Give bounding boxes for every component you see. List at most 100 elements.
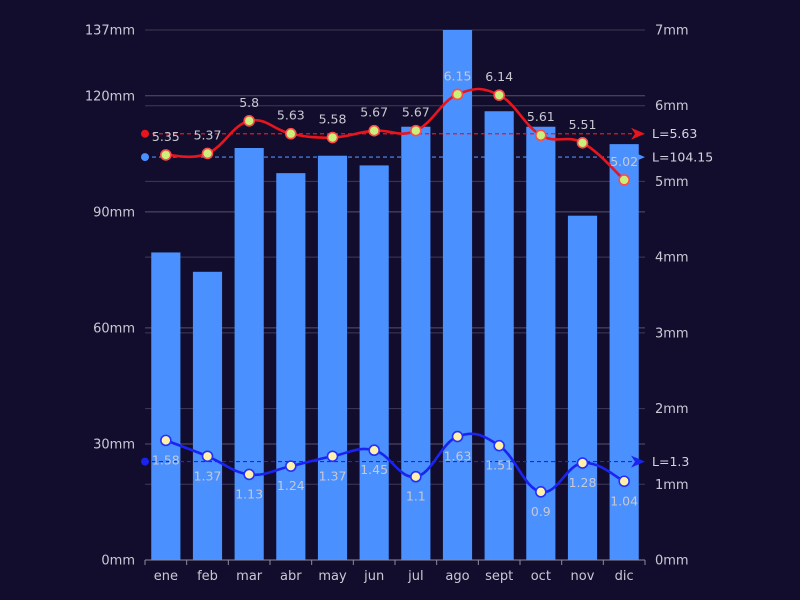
line-point-mar: [243, 115, 255, 127]
red-line-data-label: 5.67: [402, 105, 430, 120]
line-point-sept: [493, 439, 505, 452]
blue-line-data-label: 1.04: [610, 493, 638, 508]
blue-line-data-label: 1.51: [485, 458, 513, 473]
x-tick-label-dic: dic: [615, 569, 634, 584]
lines-layer: [160, 87, 630, 498]
line-point-nov: [576, 457, 589, 469]
blue-line-data-label: 1.28: [569, 475, 597, 490]
line-point-oct: [535, 486, 547, 498]
x-tick-label-mar: mar: [236, 569, 263, 584]
line-point-ene: [160, 149, 172, 161]
line-point-abr: [285, 460, 297, 472]
y-left-tick-label: 90mm: [93, 205, 135, 220]
line-point-jun: [368, 444, 380, 457]
reference-line-start-dot: [141, 153, 149, 162]
red-line-data-label: 6.14: [485, 69, 513, 84]
bar-feb: [192, 271, 223, 560]
reference-line-start-dot: [141, 457, 149, 466]
line-point-mar: [243, 468, 255, 481]
y-left-tick-label: 60mm: [93, 321, 135, 336]
y-left-tick-label: 137mm: [85, 24, 135, 39]
y-right-tick-label: 2mm: [655, 402, 689, 417]
line-point-dic: [618, 174, 630, 186]
bars-layer: [151, 30, 639, 561]
x-tick-label-jun: jun: [363, 569, 384, 584]
blue-line-data-label: 1.24: [277, 478, 305, 493]
x-tick-label-feb: feb: [197, 569, 218, 584]
blue-line-data-label: 1.45: [360, 462, 388, 477]
reference-line-label: L=1.3: [652, 454, 689, 469]
x-tick-label-may: may: [318, 569, 347, 584]
red-line-data-label: 5.63: [277, 108, 305, 123]
bar-ago: [442, 30, 473, 560]
red-line-data-label: 5.61: [527, 109, 555, 124]
red-line-data-label: 5.37: [194, 127, 222, 142]
y-right-tick-label: 1mm: [655, 478, 689, 493]
line-point-jun: [368, 124, 380, 137]
reference-line-arrow: [631, 151, 645, 164]
bar-jun: [359, 165, 389, 560]
y-left-tick-label: 120mm: [85, 89, 135, 104]
blue-line-data-label: 0.9: [531, 504, 551, 519]
y-right-tick-label: 6mm: [655, 99, 689, 114]
y-right-tick-label: 7mm: [655, 24, 689, 39]
red-line-data-label: 5.67: [360, 105, 388, 120]
line-point-ago: [451, 88, 464, 101]
x-tick-label-ago: ago: [445, 569, 469, 584]
reference-line-label: L=104.15: [652, 150, 713, 165]
line-point-may: [326, 450, 339, 463]
red-line-data-label: 5.02: [610, 154, 638, 169]
line-point-jul: [410, 124, 422, 137]
blue-line-data-label: 1.37: [194, 468, 222, 483]
reference-line-arrow: [631, 455, 645, 468]
y-right-tick-label: 0mm: [655, 554, 689, 569]
red-line-data-label: 5.35: [152, 129, 180, 144]
line-point-nov: [576, 137, 589, 149]
line-point-jul: [410, 470, 422, 483]
line-point-may: [326, 131, 339, 144]
line-point-feb: [201, 147, 214, 160]
x-tick-label-oct: oct: [531, 569, 551, 584]
line-point-sept: [493, 89, 505, 101]
y-left-tick-label: 30mm: [93, 437, 135, 452]
blue-line-data-label: 1.37: [319, 468, 347, 483]
data-labels-layer: 5.35 5.37 5.8 5.63 5.58 5.67 5.67 6.15 6.14 5.61 5…: [152, 68, 638, 518]
x-tick-label-abr: abr: [280, 569, 302, 584]
red-line-data-label: 5.58: [319, 112, 347, 127]
x-tick-label-jul: jul: [407, 569, 423, 584]
bar-dic: [609, 144, 639, 560]
y-right-tick-label: 4mm: [655, 251, 689, 266]
line-point-oct: [535, 129, 547, 142]
line-point-ene: [160, 434, 172, 447]
line-point-feb: [201, 450, 214, 463]
y-right-tick-label: 3mm: [655, 326, 689, 341]
blue-line-data-label: 1.1: [406, 489, 426, 504]
red-line-data-label: 6.15: [444, 68, 472, 83]
line-point-ago: [451, 430, 464, 443]
reference-line-arrow: [631, 127, 645, 140]
y-left-tick-label: 0mm: [101, 554, 135, 569]
reference-line-label: L=5.63: [652, 126, 697, 141]
bar-may: [317, 155, 348, 560]
bar-mar: [234, 147, 264, 560]
bar-jul: [401, 126, 431, 560]
x-tick-label-ene: ene: [154, 569, 178, 584]
reference-line-start-dot: [141, 129, 149, 138]
bar-nov: [567, 215, 598, 561]
bar-sept: [484, 111, 514, 560]
bar-abr: [276, 173, 306, 561]
line-point-abr: [285, 127, 297, 140]
blue-line-data-label: 1.63: [444, 449, 472, 464]
blue-line-data-label: 1.13: [235, 486, 263, 501]
red-line-data-label: 5.8: [239, 95, 259, 110]
y-right-tick-label: 5mm: [655, 175, 689, 190]
bar-ene: [151, 252, 181, 560]
x-tick-label-nov: nov: [571, 569, 595, 584]
blue-line-data-label: 1.58: [152, 452, 180, 467]
x-tick-label-sept: sept: [485, 569, 513, 584]
grid-layer: [145, 29, 645, 561]
axis-layer: ene feb mar abr may jun jul ago sept oct nov dic 0mm…: [85, 24, 689, 585]
red-line-data-label: 5.51: [569, 117, 597, 132]
line-point-dic: [618, 475, 630, 488]
